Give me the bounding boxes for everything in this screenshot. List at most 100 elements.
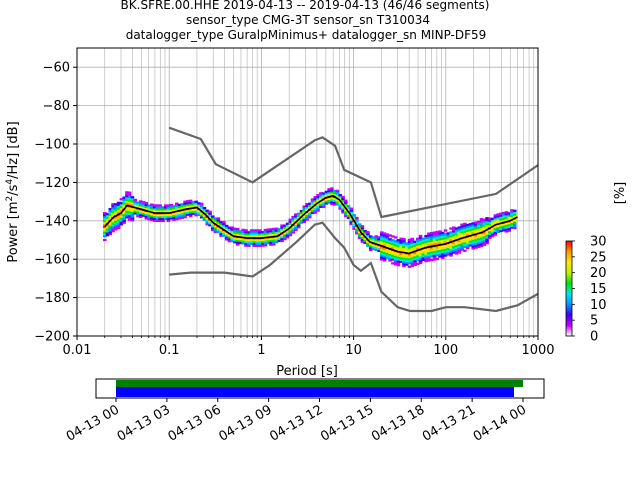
histogram-cell: [382, 255, 387, 258]
histogram-cell: [435, 252, 439, 255]
histogram-cell: [485, 230, 489, 233]
histogram-cell: [366, 240, 370, 244]
histogram-cell: [280, 235, 284, 239]
histogram-cell: [471, 235, 475, 239]
histogram-cell: [438, 234, 442, 237]
histogram-cell: [310, 209, 315, 213]
histogram-cell: [307, 216, 312, 219]
histogram-cell: [191, 212, 196, 215]
histogram-cell: [357, 234, 362, 238]
histogram-cell: [474, 227, 478, 230]
histogram-cell: [205, 217, 210, 220]
histogram-cell: [288, 230, 293, 233]
histogram-cell: [260, 240, 265, 243]
histogram-cell: [407, 246, 412, 249]
histogram-cell: [449, 250, 453, 253]
histogram-cell: [224, 224, 229, 228]
histogram-cell: [258, 240, 262, 244]
histogram-cell: [460, 231, 464, 234]
histogram-cell: [235, 231, 240, 235]
histogram-cell: [122, 213, 126, 217]
histogram-cell: [211, 219, 215, 222]
histogram-cell: [125, 208, 129, 211]
histogram-cell: [258, 229, 262, 232]
histogram-cell: [338, 201, 343, 205]
histogram-cell: [163, 215, 168, 219]
histogram-cell: [355, 222, 359, 225]
histogram-cell: [388, 242, 392, 245]
histogram-cell: [424, 240, 428, 243]
histogram-cell: [446, 247, 451, 250]
histogram-cell: [349, 221, 354, 224]
histogram-cell: [144, 213, 149, 216]
histogram-cell: [346, 208, 351, 212]
histogram-cell: [499, 224, 503, 227]
y-tick-label: −120: [34, 176, 70, 191]
histogram-cell: [130, 219, 135, 222]
histogram-cell: [357, 225, 362, 228]
histogram-cell: [432, 252, 437, 255]
histogram-cell: [479, 227, 484, 230]
histogram-cell: [277, 230, 282, 233]
histogram-cell: [108, 209, 113, 213]
histogram-cell: [488, 225, 492, 228]
histogram-cell: [260, 232, 265, 236]
histogram-cell: [188, 209, 193, 212]
histogram-cell: [471, 228, 475, 231]
histogram-cell: [493, 218, 498, 221]
histogram-cell: [296, 212, 301, 215]
histogram-cell: [283, 232, 287, 235]
histogram-cell: [105, 224, 110, 227]
histogram-cell: [213, 221, 218, 224]
histogram-cell: [476, 241, 481, 245]
histogram-cell: [133, 200, 138, 204]
histogram-cell: [418, 238, 423, 241]
histogram-cell: [213, 217, 218, 220]
histogram-cell: [382, 232, 387, 235]
histogram-cell: [501, 211, 506, 215]
histogram-cell: [138, 209, 143, 213]
histogram-cell: [313, 209, 318, 212]
histogram-cell: [418, 252, 423, 255]
histogram-cell: [438, 253, 442, 256]
histogram-cell: [471, 222, 475, 225]
histogram-cell: [186, 209, 190, 212]
histogram-cell: [440, 249, 445, 252]
histogram-cell: [485, 242, 489, 245]
histogram-cell: [465, 227, 470, 231]
histogram-cell: [213, 219, 218, 222]
histogram-cell: [488, 232, 492, 236]
histogram-cell: [463, 230, 467, 233]
histogram-cell: [161, 213, 165, 217]
histogram-cell: [380, 258, 384, 261]
histogram-cell: [255, 244, 259, 247]
histogram-cell: [407, 250, 412, 253]
histogram-cell: [208, 220, 212, 223]
histogram-cell: [416, 245, 420, 248]
histogram-cell: [374, 237, 379, 240]
histogram-cell: [377, 249, 381, 252]
histogram-cell: [485, 236, 489, 239]
histogram-cell: [114, 208, 118, 212]
histogram-cell: [116, 203, 121, 206]
histogram-cell: [407, 257, 412, 261]
histogram-cell: [402, 245, 406, 249]
histogram-cell: [479, 229, 484, 232]
histogram-cell: [138, 204, 143, 207]
histogram-cell: [233, 231, 237, 234]
histogram-cell: [352, 214, 356, 217]
histogram-cell: [429, 258, 434, 262]
histogram-cell: [391, 244, 395, 248]
histogram-cell: [504, 214, 509, 218]
histogram-cell: [238, 234, 243, 237]
histogram-cell: [105, 218, 110, 221]
histogram-cell: [435, 238, 439, 241]
histogram-cell: [460, 244, 464, 247]
histogram-cell: [352, 225, 356, 228]
histogram-cell: [258, 238, 262, 242]
histogram-cell: [471, 239, 475, 242]
histogram-cell: [211, 225, 215, 228]
histogram-cell: [404, 255, 409, 259]
histogram-cell: [393, 247, 398, 251]
histogram-cell: [186, 213, 190, 216]
